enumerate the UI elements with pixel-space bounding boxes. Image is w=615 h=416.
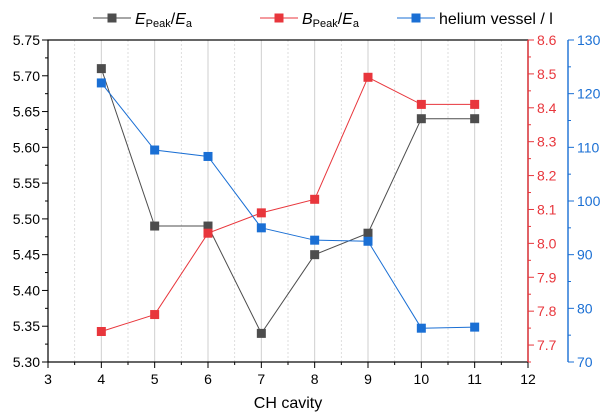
x-axis-title: CH cavity — [254, 395, 322, 412]
x-tick-label: 6 — [204, 371, 212, 387]
legend-label-part: Peak — [313, 18, 339, 30]
data-point — [416, 114, 426, 124]
data-point — [416, 323, 426, 333]
left-y-tick-label: 5.30 — [13, 354, 40, 370]
data-point — [310, 250, 320, 260]
left-y-tick-label: 5.65 — [13, 104, 40, 120]
x-tick-label: 7 — [257, 371, 265, 387]
right1-y-tick-label: 8.1 — [537, 201, 557, 217]
legend-label-part: / — [171, 11, 176, 28]
left-y-tick-label: 5.35 — [13, 318, 40, 334]
left-y-tick-label: 5.40 — [13, 282, 40, 298]
x-tick-label: 10 — [414, 371, 430, 387]
right1-y-tick-label: 8.5 — [537, 66, 557, 82]
data-point — [363, 72, 373, 82]
legend-label-part: / — [338, 11, 343, 28]
legend-label: helium vessel / l — [439, 11, 553, 28]
data-point — [363, 228, 373, 238]
data-point — [310, 194, 320, 204]
data-point — [150, 221, 160, 231]
data-point — [203, 221, 213, 231]
x-tick-label: 8 — [311, 371, 319, 387]
data-point — [470, 114, 480, 124]
data-point — [310, 235, 320, 245]
right2-y-tick-label: 70 — [577, 354, 593, 370]
x-tick-label: 12 — [520, 371, 536, 387]
data-point — [470, 322, 480, 332]
grid — [74, 40, 502, 362]
legend-label-part: a — [353, 18, 360, 30]
x-tick-label: 5 — [151, 371, 159, 387]
legend-label-part: a — [186, 18, 193, 30]
legend: EPeak/Ea BPeak/Ea helium vessel / l — [93, 11, 553, 30]
right2-y-tick-label: 110 — [577, 139, 600, 155]
left-y-tick-label: 5.70 — [13, 68, 40, 84]
legend-item: helium vessel / l — [397, 11, 553, 28]
legend-item: BPeak/Ea — [260, 11, 360, 30]
right1-y-tick-label: 7.7 — [537, 337, 557, 353]
right2-y-tick-label: 80 — [577, 300, 593, 316]
series-b-peak-ratio — [96, 72, 480, 336]
series-line — [100, 68, 475, 335]
left-y-tick-label: 5.75 — [13, 32, 40, 48]
right2-y-tick-label: 130 — [577, 32, 601, 48]
series-helium-vessel — [96, 78, 480, 333]
series-line — [101, 76, 475, 332]
data-point — [96, 64, 106, 74]
data-point — [256, 328, 266, 338]
data-point — [470, 99, 480, 109]
data-point — [150, 310, 160, 320]
legend-label-part: helium vessel / l — [439, 11, 553, 28]
series-e-peak-ratio — [96, 64, 480, 338]
legend-label: EPeak/Ea — [135, 11, 193, 30]
series-line — [100, 82, 475, 329]
x-tick-label: 9 — [364, 371, 372, 387]
legend-item: EPeak/Ea — [93, 11, 193, 30]
data-point — [256, 223, 266, 233]
left-y-tick-label: 5.50 — [13, 211, 40, 227]
right2-y-tick-label: 100 — [577, 193, 601, 209]
legend-label-part: Peak — [146, 18, 172, 30]
legend-label: BPeak/Ea — [302, 11, 360, 30]
data-point — [203, 151, 213, 161]
left-y-tick-label: 5.55 — [13, 175, 40, 191]
series-layer — [96, 64, 480, 338]
axes-layer: 3 4 5 6 7 8 9 10 11 12 5.30 5.35 5.40 5.45 5.50 5.55 5.6… — [13, 32, 601, 387]
legend-label-part: B — [302, 11, 313, 28]
left-y-tick-label: 5.60 — [13, 139, 40, 155]
right1-y-tick-label: 7.9 — [537, 269, 557, 285]
legend-marker — [274, 13, 284, 23]
x-tick-label: 4 — [97, 371, 105, 387]
legend-label-part: E — [175, 11, 186, 28]
data-point — [203, 228, 213, 238]
right1-y-tick-label: 8.6 — [537, 32, 557, 48]
data-point — [96, 326, 106, 336]
right1-y-tick-label: 8.2 — [537, 168, 557, 184]
data-point — [256, 208, 266, 218]
data-point — [96, 78, 106, 88]
left-y-tick-label: 5.45 — [13, 247, 40, 263]
right1-y-tick-label: 8.3 — [537, 134, 557, 150]
right1-y-tick-label: 8.0 — [537, 235, 557, 251]
legend-label-part: E — [135, 11, 146, 28]
x-tick-label: 3 — [44, 371, 52, 387]
data-point — [363, 236, 373, 246]
right2-y-tick-label: 120 — [577, 86, 601, 102]
right2-y-tick-label: 90 — [577, 247, 593, 263]
data-point — [416, 99, 426, 109]
data-point — [150, 145, 160, 155]
legend-marker — [411, 13, 421, 23]
right1-y-tick-label: 8.4 — [537, 100, 557, 116]
legend-marker — [107, 13, 117, 23]
legend-label-part: E — [342, 11, 353, 28]
right1-y-tick-label: 7.8 — [537, 303, 557, 319]
x-tick-label: 11 — [467, 371, 482, 387]
